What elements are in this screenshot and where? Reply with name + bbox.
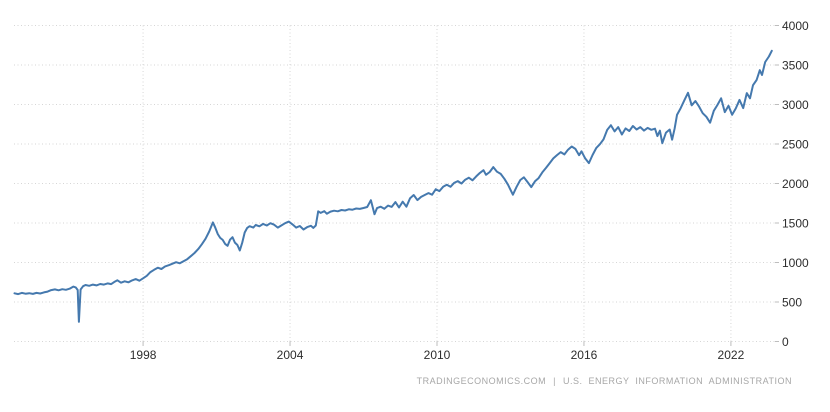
y-axis-label: 3000 [782, 98, 809, 112]
x-axis-label: 2010 [424, 348, 451, 362]
y-axis-label: 2000 [782, 177, 809, 191]
y-axis-label: 1500 [782, 217, 809, 231]
chart-attribution: TRADINGECONOMICS.COM | U.S. ENERGY INFORMA… [417, 376, 792, 386]
attribution-separator: | [553, 376, 556, 386]
attribution-provider: U.S. ENERGY INFORMATION ADMINISTRATION [562, 376, 792, 386]
data-series-line [13, 49, 773, 323]
y-axis-label: 1000 [782, 256, 809, 270]
y-axis-label: 0 [782, 335, 789, 349]
y-axis-label: 2500 [782, 138, 809, 152]
x-axis-label: 1998 [130, 348, 157, 362]
y-axis-label: 3500 [782, 59, 809, 73]
x-axis-label: 2016 [571, 348, 598, 362]
x-axis-label: 2004 [277, 348, 304, 362]
y-axis-label: 4000 [782, 19, 809, 33]
attribution-source-link[interactable]: TRADINGECONOMICS.COM [416, 376, 547, 386]
y-axis-label: 500 [782, 296, 802, 310]
x-axis-label: 2022 [718, 348, 745, 362]
